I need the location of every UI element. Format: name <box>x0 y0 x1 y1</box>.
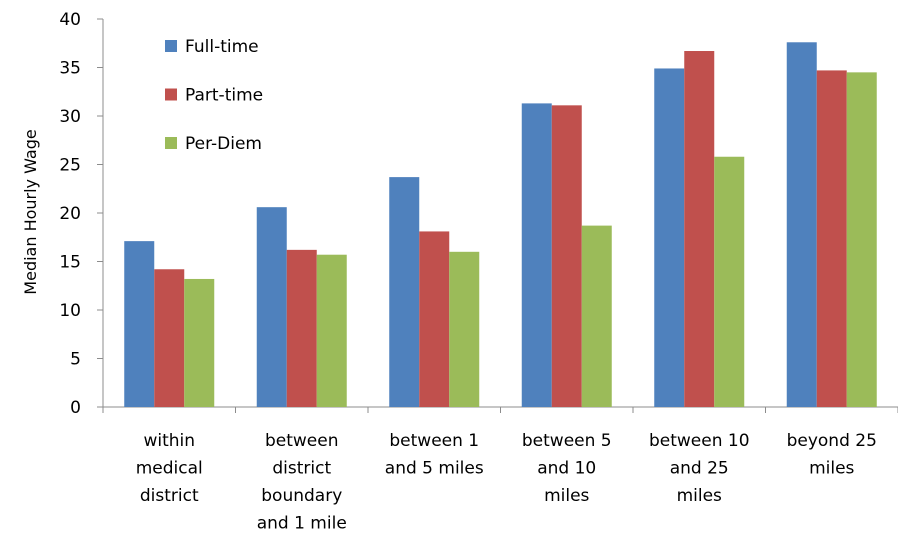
y-tick-label: 30 <box>59 107 81 127</box>
legend-label: Per-Diem <box>185 134 262 154</box>
bar-part-time-0 <box>154 269 185 407</box>
bar-per-diem-5 <box>846 72 877 407</box>
bar-part-time-3 <box>551 105 582 407</box>
y-tick-label: 5 <box>70 350 81 370</box>
bar-full-time-2 <box>389 177 420 407</box>
y-tick-label: 10 <box>59 301 81 321</box>
legend-label: Full-time <box>185 37 259 57</box>
y-tick-label: 40 <box>59 10 81 30</box>
bar-part-time-2 <box>419 231 450 407</box>
bar-per-diem-4 <box>714 156 745 407</box>
bar-full-time-1 <box>256 207 287 407</box>
x-category-label: beyond 25 miles <box>787 431 877 479</box>
bar-part-time-5 <box>816 70 847 407</box>
bar-full-time-0 <box>124 241 155 407</box>
y-axis: 0 5 10 15 20 25 30 35 40 <box>59 10 104 418</box>
bar-part-time-1 <box>286 249 317 407</box>
y-tick-label: 15 <box>59 253 81 273</box>
y-tick-label: 0 <box>70 398 81 418</box>
bar-full-time-4 <box>654 68 685 407</box>
bar-part-time-4 <box>684 51 715 407</box>
legend-label: Part-time <box>185 86 263 106</box>
legend-swatch-full-time <box>165 40 177 52</box>
y-axis-title: Median Hourly Wage <box>21 129 40 294</box>
bars <box>124 42 877 407</box>
bar-per-diem-2 <box>449 251 480 407</box>
bar-full-time-5 <box>786 42 817 407</box>
x-axis <box>102 406 898 413</box>
x-category-label: within medical district <box>136 431 203 506</box>
bar-per-diem-3 <box>581 225 612 407</box>
bar-per-diem-1 <box>316 254 347 407</box>
bar-per-diem-0 <box>184 278 215 407</box>
x-category-label: between 10 and 25 miles <box>649 431 750 506</box>
y-tick-label: 20 <box>59 204 81 224</box>
legend-swatch-part-time <box>165 88 177 101</box>
legend: Full-time Part-time Per-Diem <box>165 37 263 154</box>
x-category-label: between 1 and 5 miles <box>385 431 484 479</box>
y-tick-label: 25 <box>59 156 81 176</box>
bar-full-time-3 <box>521 103 552 407</box>
x-category-label: between district boundary and 1 mile <box>257 431 347 534</box>
y-tick-label: 35 <box>59 59 81 79</box>
category-labels: within medical district between district boun… <box>136 431 877 534</box>
legend-swatch-per-diem <box>165 137 177 149</box>
x-category-label: between 5 and 10 miles <box>522 431 612 506</box>
